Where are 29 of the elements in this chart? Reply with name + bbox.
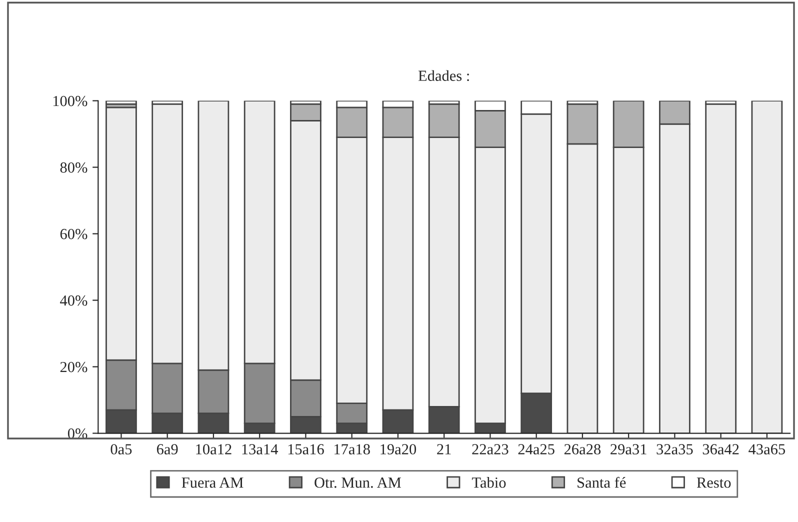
x-tick-label: 21 [437,444,451,454]
x-tick-label: 6a9 [156,444,178,454]
x-tick-label: 13a14 [242,444,278,454]
y-tick-label: 80% [60,162,88,173]
legend-label: Resto [696,478,731,488]
x-tick-label: 26a28 [564,444,601,454]
bar [751,100,783,434]
x-tick-label: 0a5 [110,444,132,454]
x-tick-label: 10a12 [196,444,232,454]
legend-label: Santa fé [578,476,626,488]
bar [705,103,737,434]
x-tick-label: 36a42 [702,444,739,454]
legend-label: Tabio [472,477,506,488]
legend-label: Fuera AM [182,478,244,488]
x-tick-label: 24a25 [518,444,554,454]
y-tick-label: 100% [53,96,88,106]
x-tick-label: 19a20 [380,444,416,454]
chart-title: Edades : [418,70,469,82]
bar [106,100,137,105]
x-tick-label: 17a18 [334,444,370,454]
x-tick-label: 15a16 [288,444,324,454]
legend-label: Otr. Mun. AM [314,478,401,488]
x-tick-label: 22a23 [472,444,508,454]
y-tick-label: 60% [60,228,88,240]
x-tick-label: 32a35 [656,444,693,454]
y-tick-label: 20% [60,362,88,372]
y-tick-label: 40% [60,295,88,306]
x-tick-label: 43a65 [748,444,786,454]
x-tick-label: 29a31 [610,444,646,454]
